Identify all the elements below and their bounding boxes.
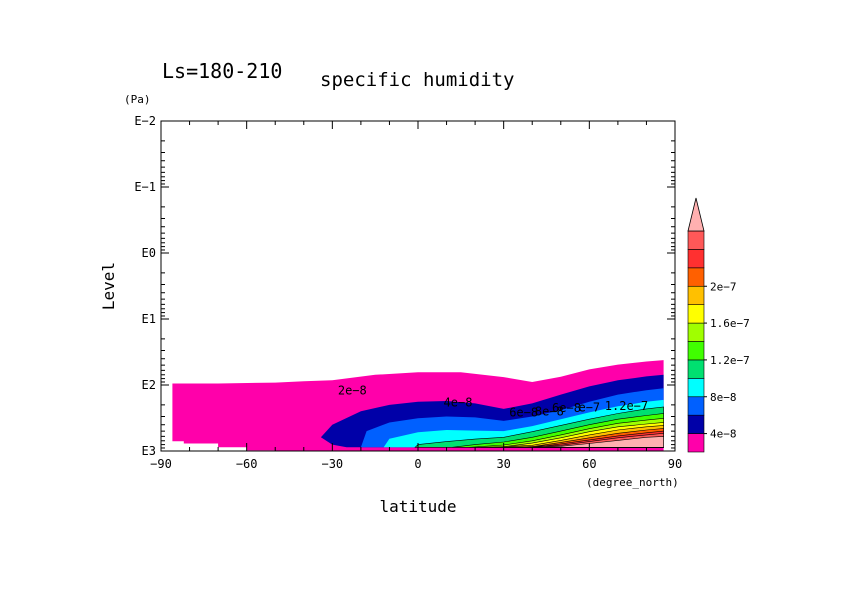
colorbar-swatch-0	[687, 433, 705, 453]
colorbar-swatch-8	[687, 285, 705, 305]
x-tick-label-3: 0	[414, 457, 421, 471]
y-tick-label-1: E−1	[134, 180, 156, 194]
x-tick-label-4: 30	[496, 457, 510, 471]
x-tick-label-1: −60	[236, 457, 258, 471]
y-tick-label-0: E−2	[134, 114, 156, 128]
y-axis: E−2 E−1 E0 E1 E2 E3	[134, 114, 675, 458]
y-tick-label-5: E3	[142, 444, 156, 458]
colorbar-extend-arrow	[687, 197, 705, 232]
colorbar-swatch-1	[687, 414, 705, 434]
chart-title: Ls=180-210	[162, 59, 282, 83]
colorbar-swatch-10	[687, 249, 705, 269]
colorbar-label-0: 4e−8	[710, 428, 737, 441]
contour-label-2: 6e−8	[509, 405, 538, 419]
x-tick-label-0: −90	[150, 457, 172, 471]
contour-region-12	[543, 436, 664, 448]
colorbar-label-4: 2e−7	[710, 280, 737, 293]
y-tick-label-3: E1	[142, 312, 156, 326]
contour-label-1: 4e−8	[444, 395, 473, 409]
x-axis: −90 −60 −30 0 30 60 90	[150, 121, 682, 471]
colorbar-label-1: 8e−8	[710, 391, 737, 404]
contour-label-layer: 2e−84e−86e−88e−86e−8e−7 1.2e−7	[338, 384, 648, 420]
contour-label-4: 6e−8	[552, 401, 581, 415]
contour-label-3: 8e−8	[535, 405, 564, 419]
x-tick-label-6: 90	[668, 457, 682, 471]
colorbar: 4e−8 8e−8 1.2e−7 1.6e−7 2e−7	[687, 197, 750, 453]
contour-label-6: 1.2e−7	[605, 399, 648, 413]
colorbar-label-3: 1.6e−7	[710, 317, 750, 330]
colorbar-swatch-3	[687, 378, 705, 398]
contour-label-5: e−7	[578, 400, 600, 414]
contour-label-0: 2e−8	[338, 384, 367, 398]
colorbar-swatch-9	[687, 267, 705, 287]
x-unit-label: (degree_north)	[586, 476, 679, 489]
contour-fill-layer	[172, 360, 664, 451]
x-tick-label-2: −30	[321, 457, 343, 471]
colorbar-label-2: 1.2e−7	[710, 354, 750, 367]
x-axis-title: latitude	[379, 497, 456, 516]
y-tick-label-2: E0	[142, 246, 156, 260]
x-tick-label-5: 60	[582, 457, 596, 471]
y-unit-label: (Pa)	[124, 93, 151, 106]
colorbar-swatch-2	[687, 396, 705, 416]
colorbar-swatch-5	[687, 341, 705, 361]
colorbar-swatch-7	[687, 304, 705, 324]
colorbar-swatch-4	[687, 359, 705, 379]
chart-subtitle: specific humidity	[320, 69, 514, 91]
colorbar-swatch-11	[687, 230, 705, 250]
y-tick-label-4: E2	[142, 378, 156, 392]
y-axis-title: Level	[99, 262, 118, 310]
colorbar-swatch-6	[687, 322, 705, 342]
